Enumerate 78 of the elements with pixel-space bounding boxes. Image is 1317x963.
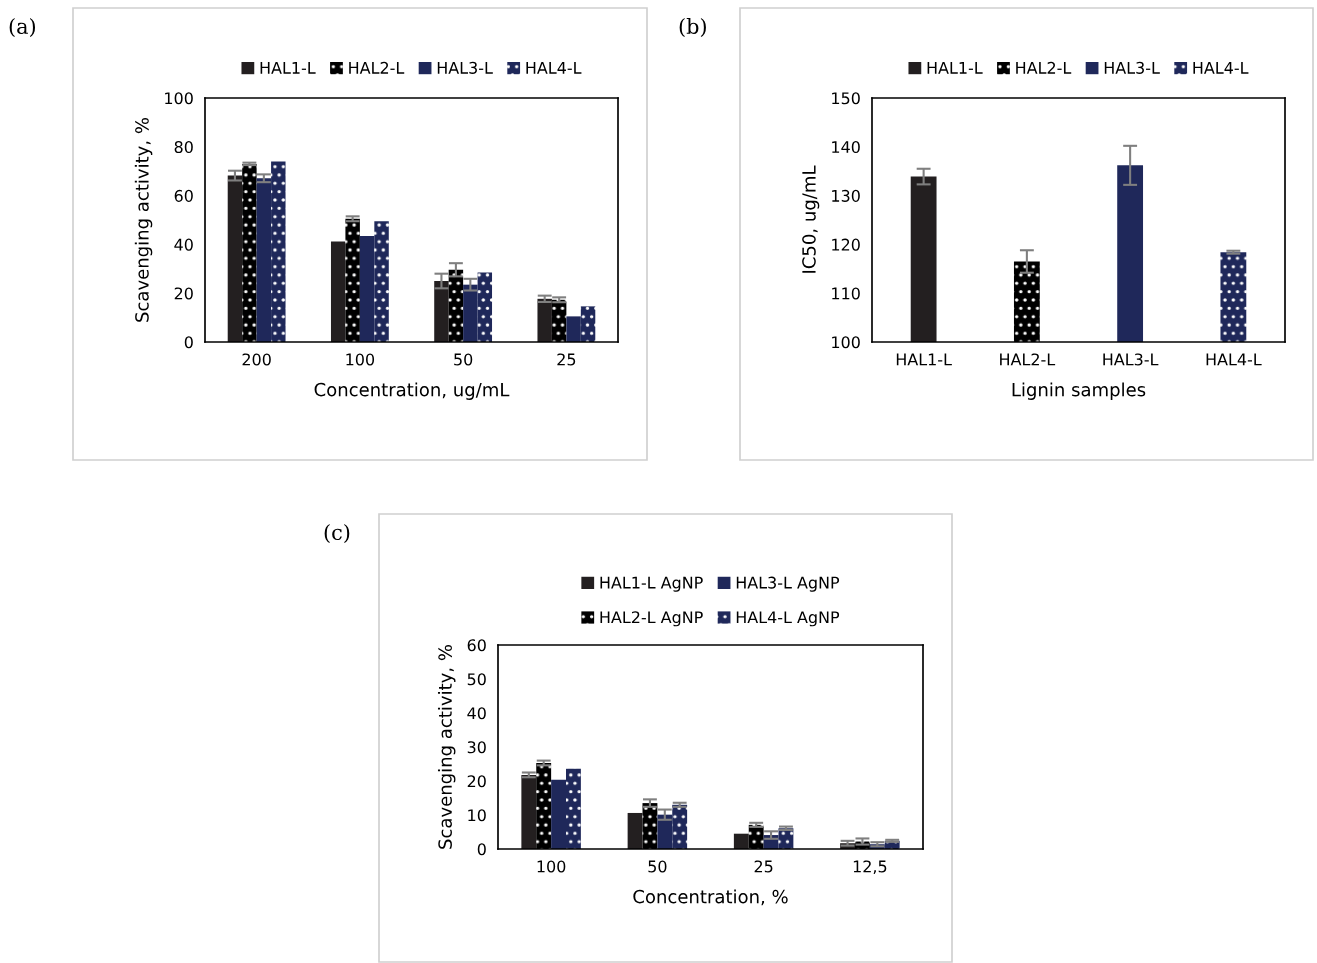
y-tick-label: 100 (165, 92, 193, 105)
bar (448, 269, 464, 342)
bar (359, 236, 375, 342)
bar (733, 833, 749, 849)
bar (566, 768, 581, 849)
y-axis-title: IC50, ug/mL (802, 165, 820, 273)
legend-label: HAL4-L AgNP (736, 611, 840, 627)
bar (330, 241, 346, 342)
legend-label: HAL1-L (927, 62, 983, 74)
bar (657, 814, 673, 849)
y-tick-label: 60 (467, 639, 486, 652)
bar (536, 762, 552, 849)
x-tick-label: 25 (557, 353, 576, 366)
legend-label: HAL4-L (1193, 62, 1249, 74)
x-tick-label: 50 (454, 353, 473, 366)
legend-label: HAL1-L (260, 62, 316, 74)
y-tick-label: 30 (467, 741, 486, 754)
legend-label: HAL3-L (437, 61, 493, 74)
x-tick-label: 25 (754, 860, 773, 873)
y-tick-label: 50 (467, 673, 486, 686)
x-tick-label: HAL1-L (896, 353, 952, 366)
y-tick-label: 120 (832, 238, 860, 251)
x-axis-title: Concentration, % (633, 889, 788, 906)
legend-label: HAL3-L (1104, 61, 1160, 74)
text: (c) (324, 523, 350, 543)
bar (748, 824, 764, 849)
y-axis-title: Scavenging activity, % (437, 645, 456, 849)
y-tick-label: 20 (174, 287, 193, 300)
legend-label: HAL2-L (1016, 61, 1072, 74)
x-tick-label: 12,5 (853, 860, 887, 875)
y-axis-title: Scavenging activity, % (134, 118, 153, 322)
bar (271, 161, 286, 342)
y-tick-label: 20 (467, 775, 486, 788)
bar (642, 803, 658, 849)
bar (580, 306, 596, 342)
bar (434, 281, 449, 342)
text: (a) (9, 17, 36, 37)
y-tick-label: 110 (832, 287, 860, 300)
bar (551, 779, 566, 849)
legend-label: HAL1-L AgNP (600, 576, 703, 592)
y-tick-label: 60 (174, 189, 193, 202)
y-tick-label: 0 (477, 843, 486, 856)
bar (521, 774, 537, 849)
bar (256, 178, 272, 342)
bar (551, 299, 567, 342)
bar (374, 221, 389, 342)
x-tick-label: HAL3-L (1103, 353, 1159, 366)
x-tick-label: HAL2-L (1000, 353, 1056, 366)
x-axis-title: Lignin samples (1012, 382, 1146, 400)
bar (566, 316, 581, 342)
x-tick-label: HAL4-L (1206, 353, 1262, 366)
text: (b) (679, 17, 706, 37)
legend-label: HAL2-L AgNP (600, 611, 703, 627)
y-tick-label: 40 (174, 238, 193, 251)
bar (672, 804, 688, 849)
y-tick-label: 80 (174, 141, 193, 154)
y-tick-label: 130 (832, 189, 860, 202)
y-tick-label: 140 (832, 141, 860, 154)
bar (242, 163, 257, 342)
y-tick-label: 100 (832, 336, 860, 349)
y-tick-label: 10 (468, 809, 486, 822)
bar (627, 812, 643, 849)
bar (477, 272, 493, 342)
legend-label: HAL3-L AgNP (736, 576, 840, 592)
legend-label: HAL2-L (349, 61, 405, 74)
y-tick-label: 0 (184, 336, 193, 349)
bar (537, 298, 552, 342)
x-tick-label: 50 (648, 860, 667, 873)
x-tick-label: 100 (346, 353, 375, 366)
y-tick-label: 150 (832, 92, 860, 105)
x-axis-title: Concentration, ug/mL (314, 382, 510, 400)
x-tick-label: 200 (242, 353, 271, 366)
bar (463, 284, 478, 342)
bar (227, 175, 243, 342)
y-tick-label: 40 (467, 707, 486, 720)
bar (345, 218, 360, 342)
legend-label: HAL4-L (526, 62, 582, 74)
x-tick-label: 100 (537, 860, 566, 873)
